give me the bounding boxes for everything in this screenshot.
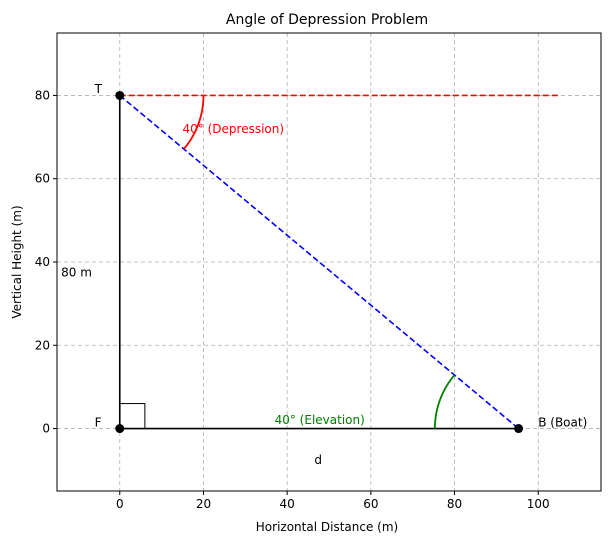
x-tick-label: 80: [447, 497, 462, 511]
right-angle-marker: [119, 403, 146, 430]
y-tick-label: 40: [35, 255, 50, 269]
point-b: [514, 424, 524, 434]
point-t: [115, 90, 125, 100]
point-f: [115, 424, 125, 434]
data-points: [115, 90, 524, 434]
x-tick-label: 60: [363, 497, 378, 511]
y-tick-label: 0: [42, 422, 50, 436]
elevation-label: 40° (Elevation): [275, 413, 365, 427]
label-B: B (Boat): [538, 415, 587, 429]
x-tick-label: 100: [527, 497, 550, 511]
y-axis-ticks: 0 20 40 60 80: [35, 88, 57, 436]
line-of-sight-line: [119, 94, 520, 430]
y-axis-label: Vertical Height (m): [10, 205, 24, 318]
label-T: T: [94, 82, 103, 96]
height-label: 80 m: [61, 265, 92, 279]
angle-arcs: [183, 95, 456, 429]
annotations: 40° (Depression) 40° (Elevation) 80 m d T F B …: [61, 82, 587, 467]
label-F: F: [95, 415, 102, 429]
y-tick-label: 20: [35, 338, 50, 352]
y-tick-label: 60: [35, 172, 50, 186]
x-axis-label: Horizontal Distance (m): [256, 520, 398, 534]
chart-title: Angle of Depression Problem: [226, 12, 428, 28]
distance-label: d: [314, 453, 322, 467]
x-axis-ticks: 0 20 40 60 80 100: [116, 491, 550, 511]
x-tick-label: 20: [196, 497, 211, 511]
x-tick-label: 40: [280, 497, 295, 511]
y-tick-label: 80: [35, 88, 50, 102]
elevation-arc: [433, 374, 456, 429]
x-tick-label: 0: [116, 497, 124, 511]
depression-label: 40° (Depression): [183, 122, 285, 136]
data-lines: [118, 94, 560, 430]
depression-arc: [183, 95, 205, 150]
